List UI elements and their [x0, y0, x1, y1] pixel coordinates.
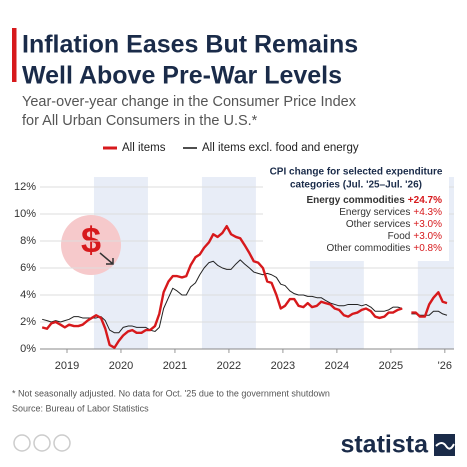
- y-tick-label: 6%: [20, 262, 36, 274]
- dollar-icon: [61, 215, 121, 275]
- accent-bar: [12, 28, 17, 82]
- cc-icon: [13, 434, 31, 452]
- y-tick-label: 4%: [20, 289, 36, 301]
- brand-wave: [435, 442, 455, 450]
- box-item: Other commodities +0.8%: [326, 243, 442, 254]
- title: Well Above Pre-War Levels: [22, 62, 342, 90]
- box-item-change: +4.3%: [413, 207, 442, 218]
- legend-label: All items excl. food and energy: [202, 142, 359, 154]
- x-tick-label: 2020: [109, 360, 133, 372]
- box-item-name: Food: [388, 231, 411, 242]
- box-item-name: Energy services: [339, 207, 410, 218]
- y-tick-label: 10%: [14, 208, 36, 220]
- box-title: CPI change for selected expenditure: [270, 167, 443, 178]
- legend-label: All items: [122, 142, 166, 154]
- info-box: [263, 161, 449, 261]
- box-item-name: Other commodities: [326, 243, 410, 254]
- y-tick-label: 2%: [20, 316, 36, 328]
- x-tick-label: 2023: [271, 360, 295, 372]
- box-item-name: Energy commodities: [306, 195, 405, 206]
- box-item-change: +0.8%: [413, 243, 442, 254]
- subtitle: Year-over-year change in the Consumer Pr…: [22, 94, 357, 110]
- box-item-change: +3.0%: [413, 231, 442, 242]
- note: * Not seasonally adjusted. No data for O…: [12, 388, 330, 398]
- by-icon: [33, 434, 51, 452]
- x-tick-label: 2022: [217, 360, 241, 372]
- y-tick-label: 8%: [20, 235, 36, 247]
- x-tick-label: '26: [438, 360, 452, 372]
- brand: statista: [340, 431, 429, 459]
- year-band: [201, 177, 256, 349]
- box-item: Energy commodities +24.7%: [306, 195, 442, 206]
- box-item: Food +3.0%: [388, 231, 443, 242]
- source: Source: Bureau of Labor Statistics: [12, 403, 149, 413]
- series-line: [41, 224, 448, 349]
- x-tick-label: 2019: [55, 360, 79, 372]
- x-tick-label: 2021: [163, 360, 187, 372]
- down-arrow: [99, 252, 114, 265]
- box-item-change: +24.7%: [408, 195, 442, 206]
- y-tick-label: 12%: [14, 181, 36, 193]
- x-tick-label: 2025: [379, 360, 403, 372]
- box-item-name: Other services: [346, 219, 410, 230]
- dollar-sign: $: [81, 220, 101, 261]
- box-title: categories (Jul. '25–Jul. '26): [290, 180, 422, 191]
- x-tick-label: 2024: [325, 360, 349, 372]
- box-item: Energy services +4.3%: [339, 207, 442, 218]
- box-item: Other services +3.0%: [346, 219, 442, 230]
- subtitle: for All Urban Consumers in the U.S.*: [22, 113, 258, 129]
- y-tick-label: 0%: [20, 343, 36, 355]
- box-item-change: +3.0%: [413, 219, 442, 230]
- nd-icon: [53, 434, 71, 452]
- title: Inflation Eases But Remains: [22, 31, 358, 59]
